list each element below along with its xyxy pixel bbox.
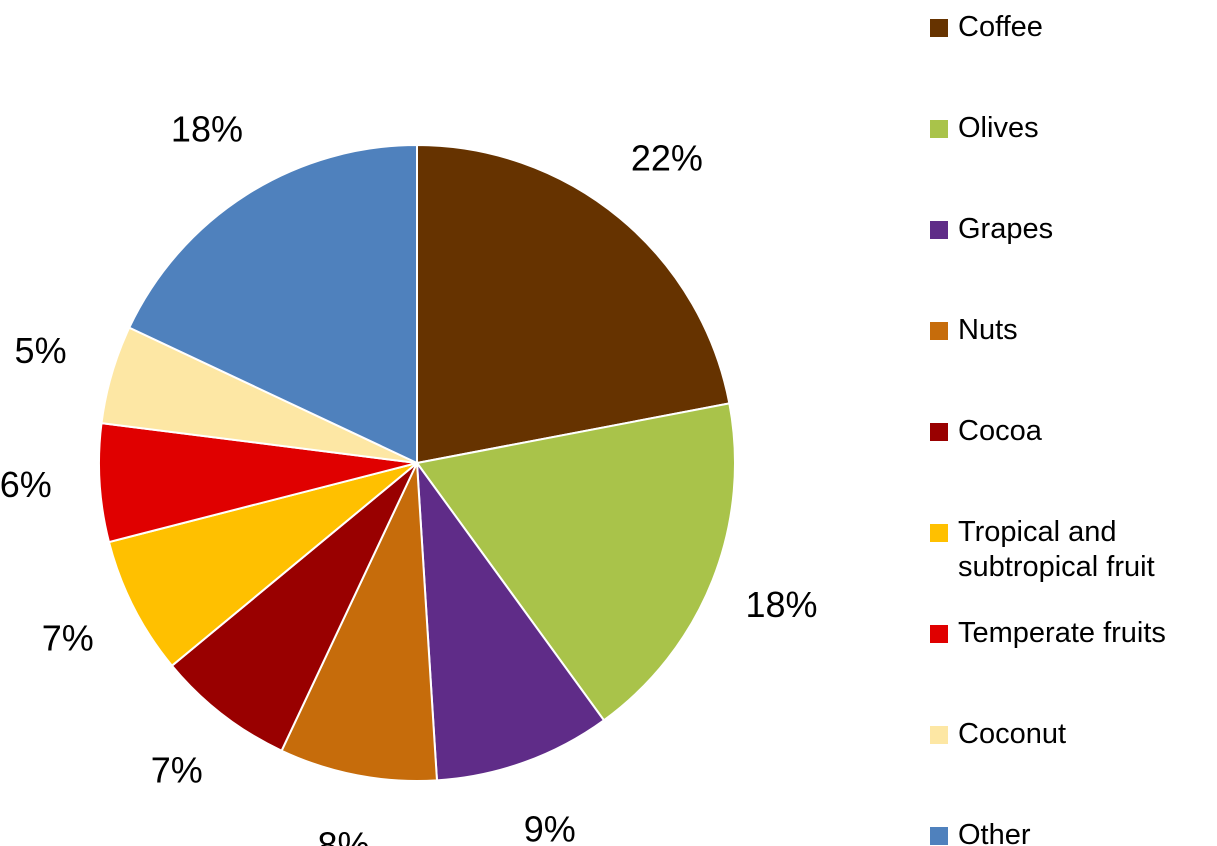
legend-label: Coffee [958, 11, 1043, 43]
pie-slice [107, 462, 418, 668]
legend-label: Other [958, 819, 1031, 846]
legend-label: Olives [958, 112, 1039, 144]
pie-slice [280, 462, 439, 782]
legend-swatch [930, 726, 948, 744]
legend-item: Coconut [930, 717, 1210, 752]
legend-swatch [930, 423, 948, 441]
data-label: 5% [15, 330, 67, 371]
legend-swatch [930, 221, 948, 239]
pie-slice [98, 422, 418, 544]
legend-swatch [930, 625, 948, 643]
pie-area: 22% 18% 9% 8% 7% 7% 6% 5% 18% [0, 109, 818, 846]
data-label: 7% [151, 749, 203, 790]
legend-swatch [930, 19, 948, 37]
legend-label: Coconut [958, 718, 1067, 750]
legend-item: Cocoa [930, 414, 1210, 449]
legend-label: Cocoa [958, 415, 1042, 447]
pie-slice [127, 143, 418, 465]
legend-label: Tropical and subtropical fruit [958, 516, 1155, 583]
legend-swatch [930, 827, 948, 845]
legend-label: Temperate fruits [958, 617, 1166, 649]
pie-slice [416, 143, 731, 465]
data-label: 6% [0, 464, 52, 505]
data-label: 7% [42, 617, 94, 658]
data-label: 18% [171, 109, 243, 150]
legend-item: Temperate fruits [930, 616, 1210, 651]
data-label: 9% [524, 808, 576, 846]
legend-item: Tropical and subtropical fruit [930, 515, 1210, 585]
legend-item: Coffee [930, 10, 1210, 45]
pie-slice [415, 459, 606, 782]
legend-item: Grapes [930, 212, 1210, 247]
legend-item: Other [930, 818, 1210, 846]
legend-swatch [930, 120, 948, 138]
pie-slice [170, 462, 418, 753]
legend-label: Nuts [958, 314, 1018, 346]
pie-slice [415, 402, 736, 722]
data-label: 22% [631, 137, 703, 178]
legend-item: Olives [930, 111, 1210, 146]
legend-label: Grapes [958, 213, 1054, 245]
data-label: 8% [318, 825, 370, 846]
legend-item: Nuts [930, 313, 1210, 348]
legend-swatch [930, 322, 948, 340]
data-label: 18% [745, 584, 817, 625]
legend-swatch [930, 524, 948, 542]
